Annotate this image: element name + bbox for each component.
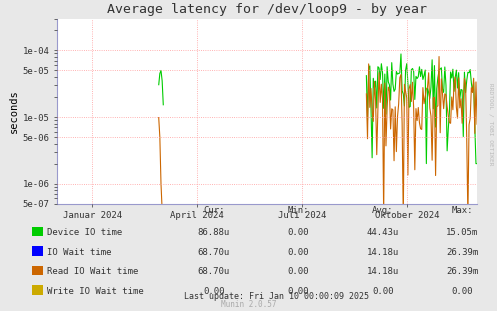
Text: 0.00: 0.00 <box>287 228 309 237</box>
Text: 68.70u: 68.70u <box>198 248 230 257</box>
Title: Average latency for /dev/loop9 - by year: Average latency for /dev/loop9 - by year <box>107 3 427 16</box>
Text: 44.43u: 44.43u <box>367 228 399 237</box>
Text: Read IO Wait time: Read IO Wait time <box>47 267 139 276</box>
Text: Avg:: Avg: <box>372 206 394 215</box>
Text: Min:: Min: <box>287 206 309 215</box>
Text: 0.00: 0.00 <box>287 248 309 257</box>
Text: 68.70u: 68.70u <box>198 267 230 276</box>
Text: 15.05m: 15.05m <box>446 228 478 237</box>
Text: Cur:: Cur: <box>203 206 225 215</box>
Text: Max:: Max: <box>451 206 473 215</box>
Text: 26.39m: 26.39m <box>446 267 478 276</box>
Text: Write IO Wait time: Write IO Wait time <box>47 287 144 296</box>
Text: 0.00: 0.00 <box>287 287 309 296</box>
Text: 86.88u: 86.88u <box>198 228 230 237</box>
Text: 0.00: 0.00 <box>203 287 225 296</box>
Text: RRDTOOL / TOBI OETIKER: RRDTOOL / TOBI OETIKER <box>489 83 494 166</box>
Text: 14.18u: 14.18u <box>367 248 399 257</box>
Text: Device IO time: Device IO time <box>47 228 122 237</box>
Text: 0.00: 0.00 <box>451 287 473 296</box>
Text: 14.18u: 14.18u <box>367 267 399 276</box>
Text: IO Wait time: IO Wait time <box>47 248 112 257</box>
Text: Last update: Fri Jan 10 00:00:09 2025: Last update: Fri Jan 10 00:00:09 2025 <box>184 292 369 301</box>
Text: 0.00: 0.00 <box>372 287 394 296</box>
Text: 26.39m: 26.39m <box>446 248 478 257</box>
Text: Munin 2.0.57: Munin 2.0.57 <box>221 300 276 309</box>
Text: 0.00: 0.00 <box>287 267 309 276</box>
Y-axis label: seconds: seconds <box>8 89 18 133</box>
